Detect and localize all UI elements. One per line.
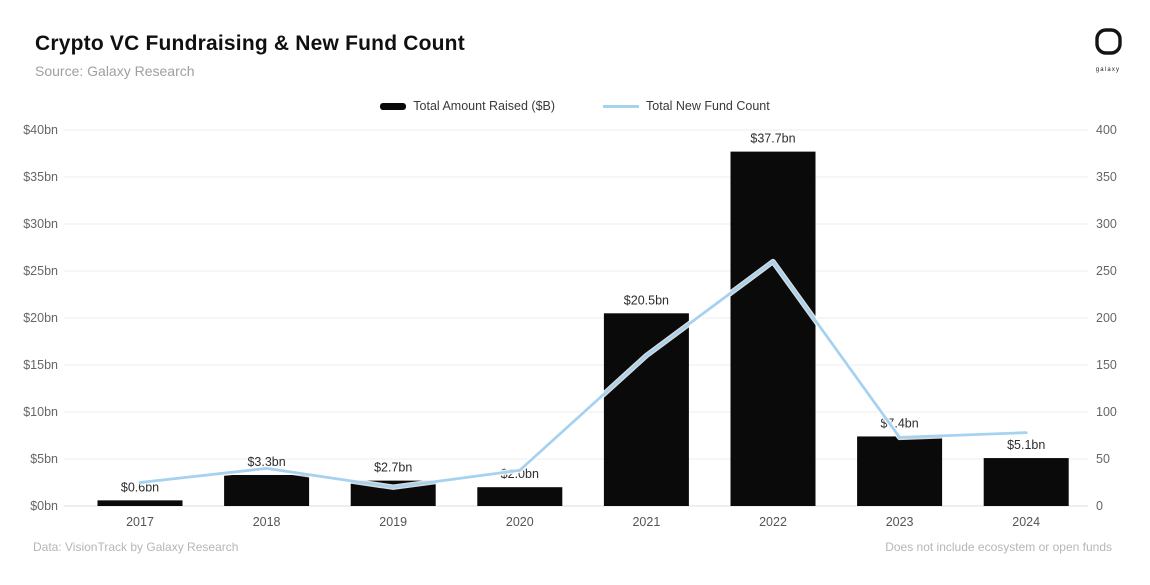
y-axis-label-left: $15bn (23, 358, 58, 372)
galaxy-logo: galaxy (1086, 27, 1130, 75)
bar-2022 (730, 151, 816, 506)
galaxy-logo-text: galaxy (1095, 67, 1121, 73)
y-axis-label-right: 100 (1096, 405, 1117, 419)
galaxy-logo-icon (1095, 28, 1122, 55)
bar-value-label: $20.5bn (624, 293, 669, 307)
y-axis-label-left: $25bn (23, 264, 58, 278)
y-axis-label-left: $10bn (23, 405, 58, 419)
x-axis-label: 2022 (759, 515, 787, 529)
bar-2017 (97, 500, 183, 506)
bar-2021 (603, 313, 689, 506)
y-axis-label-right: 200 (1096, 311, 1117, 325)
footer-disclaimer: Does not include ecosystem or open funds (885, 540, 1112, 554)
y-axis-label-right: 150 (1096, 358, 1117, 372)
bar-value-label: $2.7bn (374, 461, 412, 475)
legend-item-amount-raised: Total Amount Raised ($B) (380, 99, 555, 113)
y-axis-label-right: 300 (1096, 217, 1117, 231)
legend-item-fund-count: Total New Fund Count (603, 99, 770, 113)
fund-count-line (138, 260, 1028, 489)
source-subtitle: Source: Galaxy Research (35, 63, 195, 79)
y-axis-label-left: $40bn (23, 123, 58, 137)
x-axis-label: 2019 (379, 515, 407, 529)
y-axis-label-left: $0bn (30, 499, 58, 513)
x-axis-label: 2017 (126, 515, 154, 529)
x-axis-label: 2021 (632, 515, 660, 529)
x-axis-label: 2024 (1012, 515, 1040, 529)
page-title: Crypto VC Fundraising & New Fund Count (35, 32, 465, 55)
y-axis-label-left: $5bn (30, 452, 58, 466)
x-axis-label: 2020 (506, 515, 534, 529)
bar-2024 (983, 458, 1069, 506)
x-axis-label: 2018 (253, 515, 281, 529)
bar-swatch-icon (380, 102, 407, 110)
bar-value-label: $5.1bn (1007, 438, 1045, 452)
line-swatch-icon (603, 104, 640, 108)
bar-2020 (477, 487, 563, 506)
y-axis-label-left: $30bn (23, 217, 58, 231)
y-axis-label-right: 0 (1096, 499, 1103, 513)
y-axis-label-right: 250 (1096, 264, 1117, 278)
y-axis-label-left: $20bn (23, 311, 58, 325)
bar-value-label: $3.3bn (247, 455, 285, 469)
legend-label-amount-raised: Total Amount Raised ($B) (413, 99, 556, 113)
y-axis-label-right: 350 (1096, 170, 1117, 184)
bar-2023 (857, 436, 943, 506)
chart-legend: Total Amount Raised ($B) Total New Fund … (0, 99, 1150, 113)
y-axis-label-left: $35bn (23, 170, 58, 184)
y-axis-label-right: 50 (1096, 452, 1110, 466)
x-axis-label: 2023 (886, 515, 914, 529)
y-axis-label-right: 400 (1096, 123, 1117, 137)
legend-label-fund-count: Total New Fund Count (646, 99, 770, 113)
bar-2018 (224, 474, 310, 506)
footer-data-source: Data: VisionTrack by Galaxy Research (33, 540, 239, 554)
bar-value-label: $37.7bn (750, 132, 795, 146)
